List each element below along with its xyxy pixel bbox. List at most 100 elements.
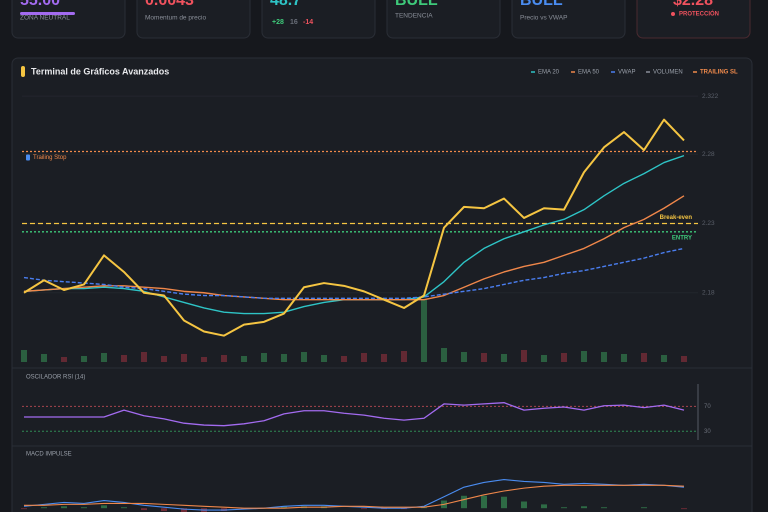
card-value: 0.0043 [145,0,194,9]
macd-bar [41,507,47,509]
stat-card[interactable] [136,0,251,39]
macd-bar [21,508,27,510]
volume-bar [441,348,447,362]
macd-bar [501,496,507,509]
macd-bar [121,507,127,509]
macd-bar [81,507,87,509]
level-label: Trailing Stop [33,155,67,161]
chart-panel [11,57,753,512]
volume-bar [261,353,267,362]
legend-label[interactable]: TRAILING SL [700,70,738,76]
volume-bar [221,355,227,362]
level-label: ENTRY [672,235,692,241]
count: 16 [290,19,298,26]
card-value: $2.28 [673,0,713,9]
volume-bar [361,353,367,362]
series-line [23,118,685,337]
card-label: Precio vs VWAP [520,15,567,22]
volume-bar [681,356,687,362]
stat-card[interactable] [11,0,126,39]
status-dot [671,12,675,16]
volume-bar [461,352,467,362]
y-tick-label: 2.23 [702,220,715,227]
series-line [23,247,685,299]
volume-bar [301,352,307,362]
macd-bar [181,508,187,512]
volume-bar [121,355,127,362]
legend-label[interactable]: VOLUMEN [653,70,683,76]
y-tick-label: 2.28 [702,151,715,158]
volume-bar [161,356,167,362]
rsi-title: OSCILADOR RSI (14) [26,375,85,381]
macd-bar [461,495,467,509]
macd-bar [161,508,167,512]
macd-bar [61,506,67,509]
macd-bar [541,504,547,509]
macd-bar [101,505,107,509]
macd-bar [361,508,367,510]
volume-bar [521,350,527,362]
volume-bar [641,353,647,362]
rsi-tick-label: 70 [704,404,711,410]
stat-card[interactable] [386,0,501,39]
volume-bar [481,353,487,362]
macd-bar [681,508,687,510]
title-marker [21,66,25,77]
card-value: BULL [520,0,563,9]
macd-bar [481,495,487,509]
series-line [24,484,685,509]
volume-bar [581,351,587,362]
volume-bar [141,352,147,362]
volume-bar [201,357,207,362]
macd-bar [561,507,567,509]
macd-bar [141,508,147,511]
volume-bar [661,355,667,362]
card-label: ZONA NEUTRAL [20,15,70,22]
rsi-tick-label: 30 [704,429,711,435]
volume-bar [61,357,67,362]
legend-label[interactable]: EMA 20 [538,70,560,76]
count: -14 [303,19,313,26]
legend-label[interactable]: EMA 50 [578,70,600,76]
series-line [23,195,685,301]
volume-bar [381,354,387,362]
macd-bar [641,507,647,509]
volume-bar [41,354,47,362]
volume-bar [241,356,247,362]
volume-bar [421,300,427,362]
volume-bar [601,352,607,362]
macd-bar [281,506,287,509]
card-label: Momentum de precio [145,15,206,22]
macd-bar [521,501,527,509]
card-value: BULL [395,0,438,9]
level-label: Break-even [660,215,693,221]
volume-bar [181,354,187,362]
volume-bar [541,355,547,362]
macd-bar [581,506,587,509]
chart-title: Terminal de Gráficos Avanzados [31,66,169,76]
stat-card[interactable] [261,0,376,39]
volume-bar [81,356,87,362]
macd-title: MACD IMPULSE [26,452,72,458]
count: +28 [272,19,284,26]
stat-card[interactable] [636,0,751,39]
volume-bar [321,355,327,362]
volume-bar [401,351,407,362]
volume-bar [341,356,347,362]
volume-bar [101,353,107,362]
legend-label[interactable]: VWAP [618,70,635,76]
volume-bar [281,354,287,362]
level-icon [26,154,30,161]
card-label: TENDENCIA [395,13,433,20]
volume-bar [621,354,627,362]
macd-bar [601,507,607,509]
series-line [24,402,685,427]
card-value: 55.00 [20,0,60,9]
card-bar [20,12,75,15]
volume-bar [501,354,507,362]
card-value: 48.7 [270,0,301,9]
stat-card[interactable] [511,0,626,39]
y-tick-label: 2.18 [702,289,715,296]
